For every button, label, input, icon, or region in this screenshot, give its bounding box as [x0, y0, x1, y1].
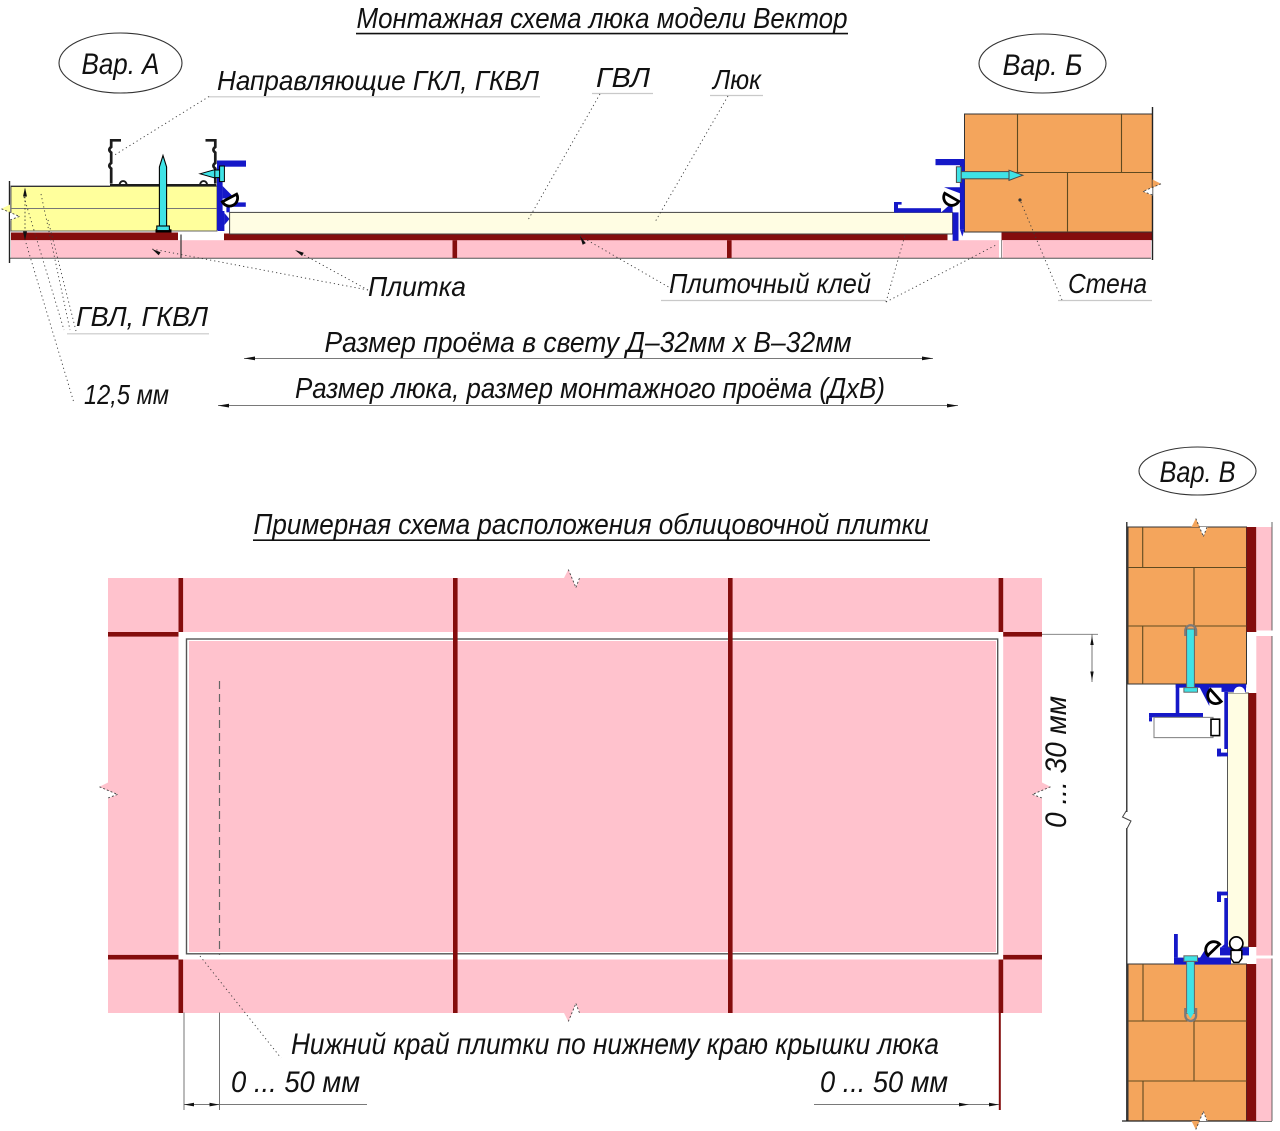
- svg-text:Люк: Люк: [711, 64, 762, 95]
- svg-text:0 ... 30 мм: 0 ... 30 мм: [1040, 696, 1073, 828]
- svg-text:Нижний край плитки по нижнему: Нижний край плитки по нижнему краю крышк…: [291, 1028, 939, 1061]
- svg-text:0 ... 50 мм: 0 ... 50 мм: [820, 1066, 948, 1099]
- svg-text:0 ... 50 мм: 0 ... 50 мм: [231, 1066, 360, 1099]
- svg-text:Стена: Стена: [1068, 268, 1147, 299]
- svg-text:Плиточный клей: Плиточный клей: [669, 268, 871, 299]
- svg-text:Вар. Б: Вар. Б: [1003, 49, 1083, 82]
- svg-text:Направляющие ГКЛ, ГКВЛ: Направляющие ГКЛ, ГКВЛ: [217, 65, 540, 96]
- svg-text:Примерная схема расположения о: Примерная схема расположения облицовочно…: [254, 509, 929, 541]
- svg-text:Плитка: Плитка: [368, 271, 466, 302]
- svg-text:Вар. А: Вар. А: [82, 48, 160, 81]
- svg-text:Размер люка, размер монтажного: Размер люка, размер монтажного проёма (Д…: [295, 373, 885, 405]
- svg-text:Вар. В: Вар. В: [1160, 456, 1236, 489]
- svg-text:12,5 мм: 12,5 мм: [84, 379, 169, 410]
- svg-text:ГВЛ: ГВЛ: [596, 62, 651, 93]
- svg-text:Размер проёма в свету Д–32мм х: Размер проёма в свету Д–32мм х В–32мм: [325, 327, 852, 359]
- svg-text:Монтажная схема люка модели Ве: Монтажная схема люка модели Вектор: [357, 3, 848, 35]
- svg-text:ГВЛ, ГКВЛ: ГВЛ, ГКВЛ: [76, 301, 209, 332]
